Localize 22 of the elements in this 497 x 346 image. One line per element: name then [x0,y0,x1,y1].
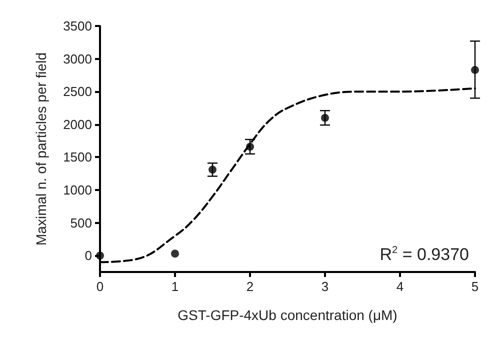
point [246,142,254,151]
point [321,114,329,122]
point [96,252,104,260]
x-tick-label: 0 [96,279,104,294]
x-tick-label: 1 [171,279,179,294]
y-tick-label: 1500 [63,150,92,165]
x-tick-label: 5 [471,279,479,294]
x-tick-label: 2 [246,279,254,294]
y-tick-label: 3500 [63,18,92,34]
y-tick-label: 2500 [63,84,92,100]
x-axis-title: GST-GFP-4xUb concentration (μM) [178,307,398,323]
y-tick-label: 500 [70,215,92,230]
point [471,66,479,74]
y-tick-label: 0 [84,248,92,264]
point [171,250,179,258]
y-axis-title: Maximal n. of particles per field [33,52,49,246]
y-tick-label: 2000 [63,116,92,132]
x-tick-label: 3 [321,279,329,294]
point [208,166,216,174]
x-tick-label: 4 [396,279,404,294]
y-tick-label: 1000 [63,182,92,198]
y-tick-label: 3000 [63,51,92,66]
